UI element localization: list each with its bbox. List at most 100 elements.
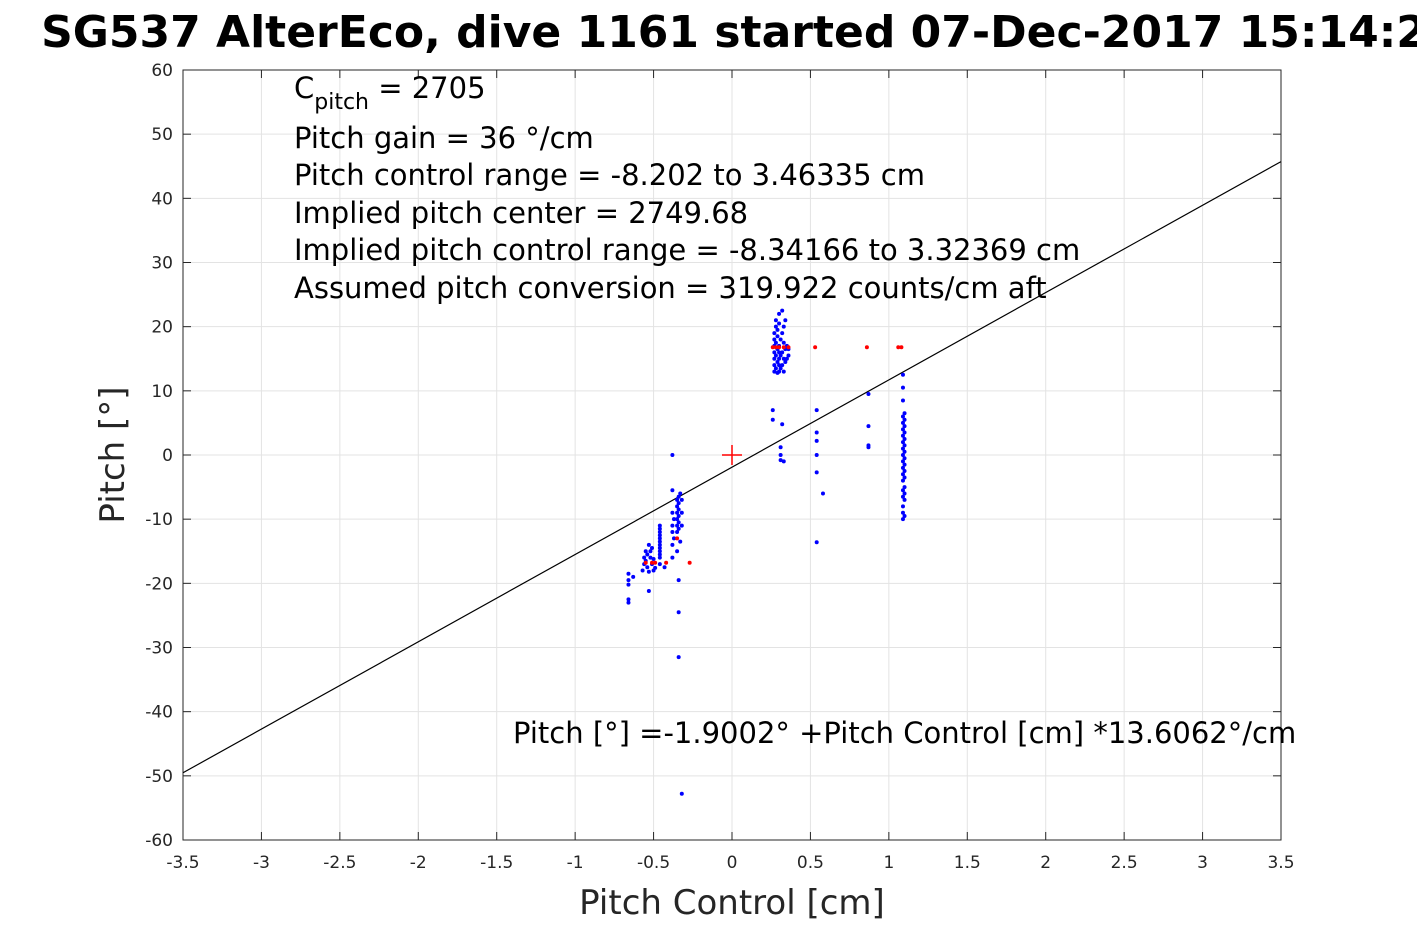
- data-point: [778, 366, 783, 371]
- data-point: [902, 475, 907, 480]
- data-point: [643, 549, 648, 554]
- data-point: [678, 491, 683, 496]
- data-point: [670, 530, 675, 534]
- data-point: [657, 533, 662, 538]
- data-point: [653, 565, 658, 570]
- grid-lines: [182, 69, 1282, 841]
- data-point: [676, 520, 681, 525]
- data-point: [657, 542, 662, 547]
- data-point: [770, 408, 775, 413]
- data-point: [900, 504, 905, 509]
- data-point: [675, 517, 680, 522]
- data-point: [671, 536, 676, 541]
- data-point: [780, 331, 785, 336]
- data-point: [670, 453, 675, 457]
- data-point: [675, 504, 680, 509]
- data-point: [773, 318, 778, 323]
- data-point: [775, 334, 780, 339]
- data-point: [784, 356, 789, 361]
- x-tick-label: -1: [567, 853, 584, 873]
- data-point: [900, 398, 905, 403]
- y-tick-label: 0: [162, 446, 173, 466]
- data-point: [900, 478, 905, 483]
- x-tick-label: 0.5: [797, 853, 824, 873]
- data-point: [777, 369, 782, 374]
- data-point: [772, 363, 777, 368]
- data-point: [786, 345, 791, 350]
- data-point: [902, 417, 907, 422]
- data-point: [675, 549, 680, 554]
- data-point: [773, 324, 778, 329]
- data-point: [777, 350, 782, 355]
- data-point: [902, 449, 907, 454]
- x-tick-label: -2.5: [323, 853, 356, 873]
- data-point: [900, 446, 905, 451]
- data-point: [902, 491, 907, 496]
- data-point: [902, 411, 907, 416]
- y-tick-label: 50: [151, 125, 173, 145]
- data-point: [657, 546, 662, 551]
- data-point: [814, 430, 819, 435]
- annotation-implied-range: Implied pitch control range = -8.34166 t…: [294, 233, 1080, 267]
- data-point: [781, 356, 786, 361]
- data-point: [626, 600, 631, 605]
- data-point: [866, 424, 871, 429]
- data-point: [781, 345, 786, 350]
- x-tick-label: -2: [410, 853, 427, 873]
- data-point: [902, 469, 907, 474]
- data-point: [775, 327, 780, 332]
- data-point: [773, 340, 778, 345]
- data-point: [675, 510, 680, 515]
- annotation-fit-equation: Pitch [°] =-1.9002° +Pitch Control [cm] …: [513, 716, 1296, 750]
- y-tick-label: 60: [151, 61, 173, 81]
- data-point: [676, 610, 681, 615]
- data-point: [679, 510, 684, 515]
- data-point: [902, 430, 907, 435]
- data-point: [902, 497, 907, 502]
- data-point: [657, 562, 662, 567]
- data-point: [772, 369, 777, 374]
- data-point: [814, 408, 819, 413]
- x-tick-label: -0.5: [637, 853, 670, 873]
- data-point: [772, 331, 777, 336]
- data-point: [813, 345, 818, 350]
- data-point: [866, 392, 871, 397]
- y-tick-label: -60: [145, 831, 173, 851]
- x-tick-label: 2: [1040, 853, 1051, 873]
- center-marker: [722, 445, 742, 465]
- data-point: [657, 530, 662, 534]
- data-point: [670, 488, 675, 493]
- data-point: [657, 526, 662, 531]
- data-point: [773, 353, 778, 358]
- y-tick-label: 10: [151, 382, 173, 402]
- data-point: [676, 655, 681, 660]
- fit-line: [182, 161, 1282, 774]
- data-point: [780, 363, 785, 368]
- data-point: [866, 445, 871, 450]
- x-tick-label: 3.5: [1267, 853, 1294, 873]
- data-point: [786, 353, 791, 358]
- data-point: [773, 345, 778, 350]
- x-tick-labels: -3.5 -3 -2.5 -2 -1.5 -1 -0.5 0 0.5 1 1.5 2 2.5 3 3.5: [166, 853, 1294, 873]
- data-point: [687, 560, 692, 565]
- data-point: [626, 597, 631, 602]
- data-point: [900, 385, 905, 390]
- data-point: [896, 345, 901, 350]
- data-point: [675, 523, 680, 528]
- data-point: [626, 571, 631, 576]
- data-point: [900, 488, 905, 493]
- data-point: [626, 582, 631, 587]
- c-pitch-main: C: [294, 71, 314, 105]
- data-point: [778, 453, 783, 457]
- data-point: [783, 318, 788, 323]
- data-point: [900, 453, 905, 457]
- data-point: [662, 565, 667, 570]
- x-tick-label: 1.5: [954, 853, 981, 873]
- x-tick-label: -3: [253, 853, 270, 873]
- x-tick-label: -1.5: [480, 853, 513, 873]
- data-point: [900, 440, 905, 445]
- data-point: [902, 513, 907, 518]
- data-point: [676, 513, 681, 518]
- data-point: [679, 497, 684, 502]
